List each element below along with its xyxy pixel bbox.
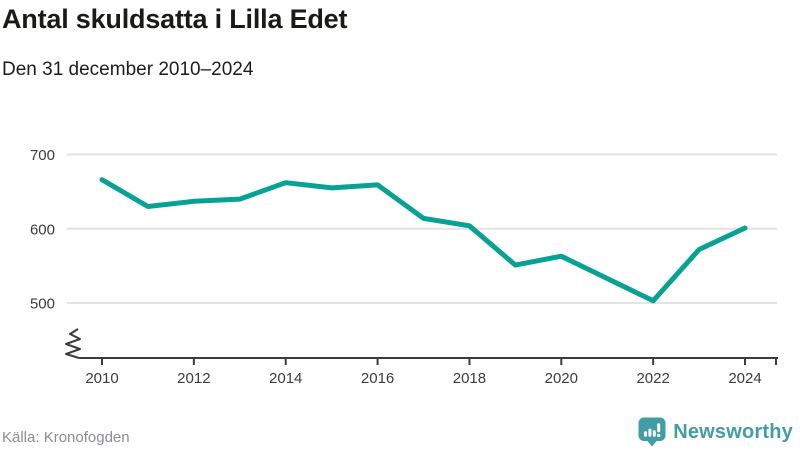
- y-axis-tick-label: 500: [30, 296, 55, 313]
- newsworthy-logo: Newsworthy: [638, 417, 793, 447]
- data-line: [99, 177, 748, 304]
- x-axis-tick-label: 2016: [361, 370, 394, 387]
- x-axis-tick-label: 2020: [545, 370, 578, 387]
- newsworthy-wordmark: Newsworthy: [673, 420, 793, 443]
- x-axis-tick-label: 2010: [85, 370, 118, 387]
- x-axis-tick-label: 2024: [728, 370, 761, 387]
- source-label: Källa: Kronofogden: [2, 429, 130, 446]
- x-axis-tick-label: 2018: [453, 370, 486, 387]
- axis-break-icon: [65, 328, 81, 359]
- y-axis-tick-label: 600: [30, 221, 55, 238]
- x-axis-tick-label: 2014: [269, 370, 302, 387]
- x-axis-tick-label: 2022: [636, 370, 669, 387]
- y-axis-tick-label: 700: [30, 147, 55, 164]
- newsworthy-logo-icon: [638, 417, 666, 447]
- chart-title: Antal skuldsatta i Lilla Edet: [2, 4, 348, 34]
- x-axis-tick-label: 2012: [177, 370, 210, 387]
- chart-subtitle: Den 31 december 2010–2024: [2, 59, 254, 80]
